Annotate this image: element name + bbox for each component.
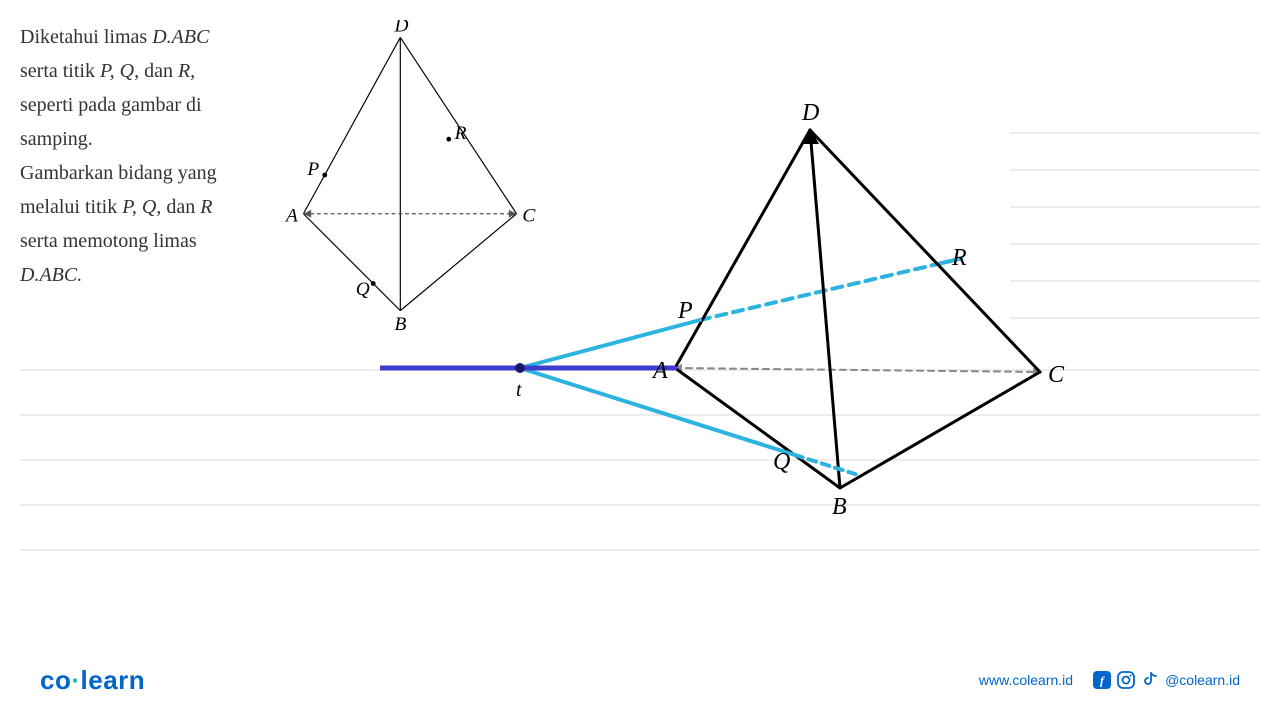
svg-text:A: A: [651, 358, 668, 384]
t-l7: serta memotong limas: [20, 224, 280, 258]
problem-text: Diketahui limas D.ABC serta titik P, Q, …: [20, 20, 280, 292]
instagram-icon[interactable]: [1117, 671, 1135, 689]
t-l6d: R: [200, 196, 212, 218]
svg-text:B: B: [832, 494, 847, 520]
t-l8: D.ABC.: [20, 258, 280, 292]
svg-text:R: R: [951, 245, 967, 271]
svg-text:Q: Q: [356, 279, 370, 300]
website-link[interactable]: www.colearn.id: [979, 672, 1073, 688]
t-l2c: dan: [139, 60, 178, 82]
t-l1a: Diketahui limas: [20, 26, 152, 48]
t-l5: Gambarkan bidang yang: [20, 156, 280, 190]
t-l1b: D.ABC: [152, 26, 209, 48]
svg-text:D: D: [801, 100, 819, 126]
svg-text:Q: Q: [773, 449, 790, 475]
facebook-icon[interactable]: f: [1093, 671, 1111, 689]
large-pyramid-diagram: D A B C P Q Rt: [380, 100, 1100, 520]
t-l2b: P, Q,: [100, 60, 139, 82]
t-l2a: serta titik: [20, 60, 100, 82]
t-l6c: dan: [161, 196, 200, 218]
logo-a: co: [40, 665, 71, 695]
t-l6b: P, Q,: [122, 196, 161, 218]
svg-text:P: P: [306, 159, 319, 180]
svg-text:A: A: [284, 206, 298, 227]
t-l4: samping.: [20, 122, 280, 156]
svg-text:t: t: [516, 379, 522, 401]
t-l6a: melalui titik: [20, 196, 122, 218]
social-handle: @colearn.id: [1165, 672, 1240, 688]
colearn-logo: co·learn: [40, 665, 145, 696]
social-handles: f @colearn.id: [1093, 671, 1240, 689]
tiktok-icon[interactable]: [1141, 671, 1159, 689]
logo-b: learn: [81, 665, 146, 695]
t-l3: seperti pada gambar di: [20, 88, 280, 122]
footer-right: www.colearn.id f @colearn.id: [979, 671, 1240, 689]
logo-dot: ·: [71, 665, 80, 695]
svg-text:P: P: [677, 298, 693, 324]
svg-text:C: C: [1048, 362, 1065, 388]
svg-text:D: D: [394, 20, 409, 37]
t-l2d: R,: [178, 60, 195, 82]
footer: co·learn www.colearn.id f @colearn.id: [0, 660, 1280, 700]
